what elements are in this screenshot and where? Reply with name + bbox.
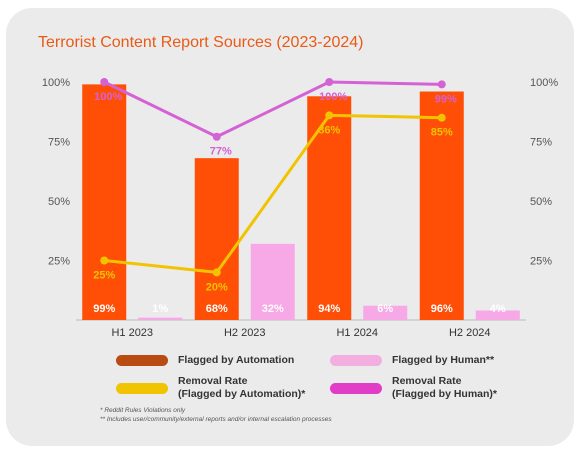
legend-removal-human-label: Removal Rate (Flagged by Human)* <box>392 375 498 400</box>
chart-title: Terrorist Content Report Sources (2023-2… <box>38 34 364 51</box>
line-label-1-3: 99% <box>435 93 457 105</box>
legend-human: Flagged by Human** <box>330 354 494 367</box>
y-tick-right-0: 100% <box>530 77 558 89</box>
line-point-0-1 <box>212 268 221 277</box>
legend-human-swatch <box>330 355 382 366</box>
y-tick-right-1: 75% <box>530 137 552 149</box>
line-label-0-0: 25% <box>93 270 115 282</box>
line-series-1 <box>103 80 442 139</box>
x-tick-3: H2 2024 <box>449 327 491 339</box>
line-label-0-1: 20% <box>206 281 228 293</box>
line-point-1-0 <box>100 78 109 86</box>
bar-human-0 <box>138 317 183 320</box>
line-label-0-2: 86% <box>318 124 340 136</box>
y-tick-right-2: 50% <box>530 196 552 208</box>
x-tick-0: H1 2023 <box>111 327 153 339</box>
bar-automation-3 <box>419 91 464 321</box>
line-point-1-1 <box>212 132 221 141</box>
bar-label-automation-1: 68% <box>206 303 228 315</box>
y-tick-left-3: 25% <box>48 256 70 268</box>
bar-human-1 <box>250 243 295 320</box>
line-point-0-3 <box>437 113 446 122</box>
y-tick-left-1: 75% <box>48 137 70 149</box>
footnote-2: ** Includes user/community/external repo… <box>100 416 332 423</box>
bar-label-human-1: 32% <box>262 303 284 315</box>
x-tick-1: H2 2023 <box>224 327 266 339</box>
line-point-1-2 <box>325 78 334 86</box>
line-label-1-2: 100% <box>319 91 347 103</box>
bar-label-human-2: 6% <box>377 303 393 315</box>
line-label-0-3: 85% <box>431 127 453 139</box>
bar-label-automation-2: 94% <box>318 303 340 315</box>
bar-human-3 <box>475 310 520 320</box>
line-label-1-1: 77% <box>210 146 232 158</box>
y-tick-left-2: 50% <box>48 196 70 208</box>
y-tick-left-0: 100% <box>42 77 70 89</box>
line-point-1-3 <box>437 80 446 89</box>
x-tick-2: H1 2024 <box>336 327 378 339</box>
legend-automation: Flagged by Automation <box>116 354 294 367</box>
bar-label-automation-3: 96% <box>431 303 453 315</box>
legend-removal-automation: Removal Rate (Flagged by Automation)* <box>116 375 305 401</box>
bar-automation-0 <box>82 84 127 320</box>
footnote-1: * Reddit Rules Violations only <box>100 407 186 414</box>
bar-automation-1 <box>194 158 239 320</box>
footnotes: * Reddit Rules Violations only ** Includ… <box>100 406 332 424</box>
legend-removal-human-swatch <box>330 382 382 394</box>
line-point-0-2 <box>325 111 334 120</box>
line-point-0-0 <box>100 256 109 265</box>
line-label-1-0: 100% <box>94 91 122 103</box>
legend-automation-swatch <box>116 355 168 366</box>
line-series-0 <box>104 113 442 274</box>
bar-label-human-3: 4% <box>490 303 506 315</box>
bar-label-automation-0: 99% <box>93 303 115 315</box>
legend-human-label: Flagged by Human** <box>392 354 495 366</box>
legend-removal-automation-label: Removal Rate (Flagged by Automation)* <box>178 375 306 400</box>
bar-label-human-0: 1% <box>152 303 168 315</box>
legend-automation-label: Flagged by Automation <box>178 354 295 366</box>
bar-human-2 <box>363 305 408 320</box>
legend-removal-automation-swatch <box>116 382 168 394</box>
y-tick-right-3: 25% <box>530 256 552 268</box>
legend-removal-human: Removal Rate (Flagged by Human)* <box>330 375 497 401</box>
